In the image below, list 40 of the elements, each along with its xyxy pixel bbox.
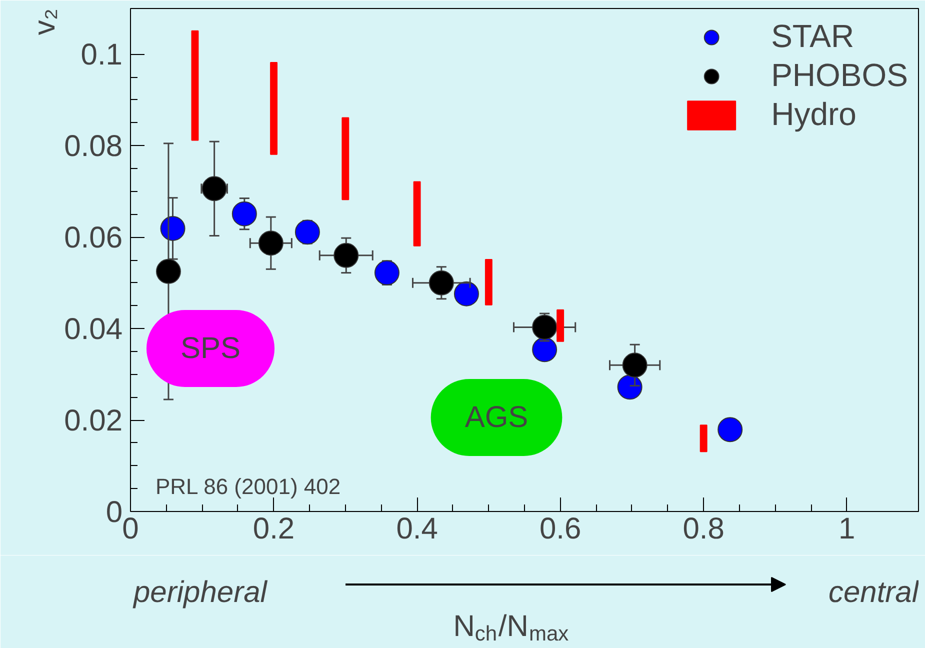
y-tick-label: 0.1 (80, 38, 123, 72)
point (532, 337, 558, 362)
legend-label: Hydro (771, 96, 856, 133)
y-tick-label: 0.06 (64, 222, 122, 255)
bar (191, 30, 199, 141)
annotation: SPS (180, 332, 241, 365)
bar (556, 309, 564, 342)
point (617, 374, 642, 400)
point (160, 216, 186, 241)
point (156, 258, 181, 284)
point (532, 314, 558, 340)
y-axis-title: v₂ (28, 8, 62, 36)
point (258, 230, 284, 256)
point (294, 220, 320, 245)
point (718, 417, 743, 442)
y-tick-label: 0.04 (64, 313, 122, 346)
y-tick-label: 0.08 (64, 130, 122, 164)
point (334, 242, 359, 268)
point (454, 281, 479, 306)
legend-label: PHOBOS (771, 57, 908, 94)
x-tick-label: 0.2 (252, 512, 295, 546)
y-tick-label: 0.02 (64, 404, 122, 438)
point (374, 260, 400, 286)
bar (342, 117, 350, 200)
point (622, 352, 648, 378)
annotation: AGS (464, 401, 528, 434)
point (232, 201, 257, 226)
annotation: PRL 86 (2001) 402 (156, 474, 341, 499)
x-tick-label: 0.6 (539, 512, 582, 546)
bar (484, 259, 492, 306)
bar (270, 62, 278, 155)
x-tick-label: 0.4 (396, 512, 438, 546)
legend-label: STAR (771, 18, 854, 55)
bar (700, 424, 708, 452)
x-tick-label: 1 (838, 512, 856, 546)
x-tick-label: 0.8 (682, 512, 724, 546)
point (428, 270, 454, 296)
point (202, 176, 227, 202)
text: peripheral (132, 576, 268, 609)
bar (413, 181, 421, 246)
